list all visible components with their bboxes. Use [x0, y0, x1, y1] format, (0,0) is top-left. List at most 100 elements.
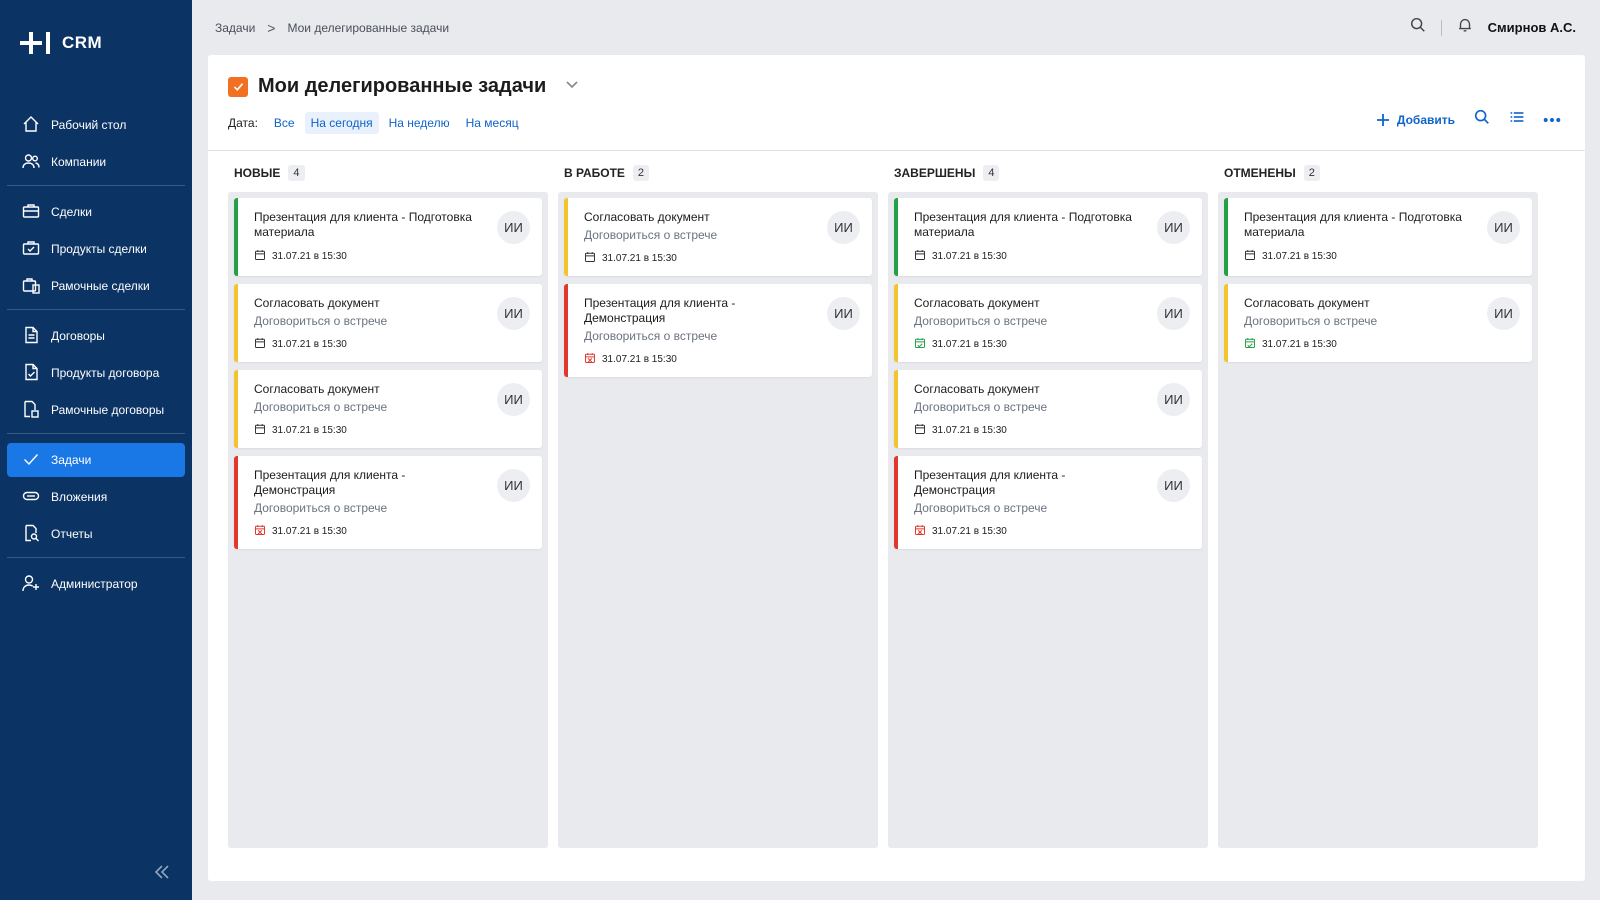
search-tasks-icon[interactable]: [1473, 108, 1491, 131]
search-icon[interactable]: [1409, 16, 1427, 39]
sidebar-item-label: Рамочные сделки: [51, 279, 150, 293]
avatar[interactable]: ИИ: [827, 297, 860, 330]
task-date-text: 31.07.21 в 15:30: [932, 339, 1007, 350]
task-date-text: 31.07.21 в 15:30: [1262, 339, 1337, 350]
sidebar-item-label: Компании: [51, 155, 107, 169]
task-title: Презентация для клиента - Демонстрация: [914, 468, 1066, 497]
sidebar-item-user-plus[interactable]: Администратор: [7, 567, 185, 601]
chevron-down-icon[interactable]: [564, 76, 580, 97]
sidebar-item-briefcase[interactable]: Сделки: [7, 195, 185, 229]
sidebar-item-paperclip[interactable]: Вложения: [7, 480, 185, 514]
task-card[interactable]: Презентация для клиента - Демонстрация До…: [234, 456, 542, 549]
task-subtitle: Договориться о встрече: [254, 501, 388, 515]
task-card[interactable]: Согласовать документ Договориться о встре…: [234, 370, 542, 448]
column-header: Отменены 2: [1218, 163, 1538, 183]
task-title: Презентация для клиента - Подготовка мат…: [1244, 210, 1462, 239]
sidebar-item-document-frame[interactable]: Рамочные договоры: [7, 393, 185, 427]
column-title: Отменены: [1224, 166, 1296, 180]
sidebar-item-label: Вложения: [51, 490, 108, 504]
column-body: Презентация для клиента - Подготовка мат…: [1218, 192, 1538, 848]
bell-icon[interactable]: [1456, 16, 1474, 39]
plus-icon: [1376, 113, 1389, 126]
task-due-date: 31.07.21 в 15:30: [914, 423, 1142, 438]
avatar[interactable]: ИИ: [1487, 211, 1520, 244]
column-count-badge: 4: [983, 165, 1000, 181]
document-icon: [21, 325, 41, 348]
task-title: Презентация для клиента - Демонстрация: [254, 468, 406, 497]
avatar[interactable]: ИИ: [497, 211, 530, 244]
filter-3[interactable]: На месяц: [465, 116, 519, 130]
users-icon: [21, 151, 41, 174]
avatar[interactable]: ИИ: [1157, 211, 1190, 244]
sidebar-item-users[interactable]: Компании: [7, 145, 185, 179]
add-button[interactable]: Добавить: [1375, 112, 1455, 128]
task-card[interactable]: Согласовать документ Договориться о встре…: [894, 284, 1202, 362]
avatar[interactable]: ИИ: [497, 469, 530, 502]
avatar[interactable]: ИИ: [497, 297, 530, 330]
task-card[interactable]: Презентация для клиента - Подготовка мат…: [1224, 198, 1532, 276]
sidebar-item-report-search[interactable]: Отчеты: [7, 517, 185, 551]
filter-1[interactable]: На сегодня: [304, 112, 379, 134]
avatar[interactable]: ИИ: [1157, 383, 1190, 416]
sidebar-item-briefcase-check[interactable]: Продукты сделки: [7, 232, 185, 266]
filter-label: Дата:: [228, 116, 258, 130]
filter-0[interactable]: Все: [273, 116, 295, 130]
task-date-text: 31.07.21 в 15:30: [932, 526, 1007, 537]
calendar-check-icon: [1244, 337, 1256, 352]
task-card[interactable]: Презентация для клиента - Подготовка мат…: [894, 198, 1202, 276]
task-card[interactable]: Согласовать документ Договориться о встре…: [564, 198, 872, 276]
sidebar-item-document[interactable]: Договоры: [7, 319, 185, 353]
more-options-icon[interactable]: [1543, 111, 1561, 129]
task-date-text: 31.07.21 в 15:30: [272, 339, 347, 350]
calendar-icon: [1244, 249, 1256, 264]
task-subtitle: Договориться о встрече: [914, 400, 1048, 414]
sidebar-item-label: Рабочий стол: [51, 118, 127, 132]
title-row: Мои делегированные задачи: [228, 75, 580, 98]
sidebar-item-label: Задачи: [51, 453, 92, 467]
breadcrumb-separator: >: [267, 20, 276, 36]
task-title: Согласовать документ: [1244, 296, 1370, 310]
calendar-icon: [914, 249, 926, 264]
column-count-badge: 2: [632, 165, 650, 181]
task-date-text: 31.07.21 в 15:30: [272, 425, 347, 436]
sidebar-item-home[interactable]: Рабочий стол: [7, 108, 185, 142]
sidebar-item-check[interactable]: Задачи: [7, 443, 185, 477]
task-due-date: 31.07.21 в 15:30: [254, 249, 482, 264]
task-due-date: 31.07.21 в 15:30: [1244, 337, 1472, 352]
task-date-text: 31.07.21 в 15:30: [932, 251, 1007, 262]
filter-2[interactable]: На неделю: [388, 116, 450, 130]
task-date-text: 31.07.21 в 15:30: [272, 251, 347, 262]
avatar[interactable]: ИИ: [497, 383, 530, 416]
breadcrumb-current: Мои делегированные задачи: [287, 21, 450, 35]
task-title: Согласовать документ: [254, 296, 380, 310]
sidebar-item-label: Рамочные договоры: [51, 403, 165, 417]
avatar[interactable]: ИИ: [1157, 297, 1190, 330]
user-name[interactable]: Смирнов А.С.: [1487, 20, 1576, 35]
column-0: Новые 4 Презентация для клиента - Подготов…: [228, 163, 548, 848]
avatar[interactable]: ИИ: [1487, 297, 1520, 330]
task-card[interactable]: Согласовать документ Договориться о встре…: [1224, 284, 1532, 362]
sidebar-item-document-check[interactable]: Продукты договора: [7, 356, 185, 390]
task-due-date: 31.07.21 в 15:30: [254, 423, 482, 438]
collapse-sidebar-icon[interactable]: [152, 862, 172, 882]
task-card[interactable]: Согласовать документ Договориться о встре…: [234, 284, 542, 362]
app-logo[interactable]: CRM: [20, 30, 102, 56]
breadcrumb-parent[interactable]: Задачи: [215, 21, 256, 35]
list-view-icon[interactable]: [1509, 109, 1525, 130]
column-header: Новые 4: [228, 163, 548, 183]
add-button-label: Добавить: [1396, 112, 1455, 127]
task-card[interactable]: Презентация для клиента - Подготовка мат…: [234, 198, 542, 276]
title-check-icon: [228, 76, 248, 97]
task-card[interactable]: Презентация для клиента - Демонстрация До…: [894, 456, 1202, 549]
top-actions: Смирнов А.С.: [1409, 16, 1576, 39]
avatar[interactable]: ИИ: [1157, 469, 1190, 502]
task-date-text: 31.07.21 в 15:30: [602, 253, 677, 264]
column-1: В работе 2 Согласовать документ Договоритьс…: [558, 163, 878, 848]
task-card[interactable]: Презентация для клиента - Демонстрация До…: [564, 284, 872, 377]
avatar[interactable]: ИИ: [827, 211, 860, 244]
logo-text: CRM: [62, 33, 103, 52]
task-subtitle: Договориться о встрече: [584, 329, 718, 343]
task-card[interactable]: Согласовать документ Договориться о встре…: [894, 370, 1202, 448]
sidebar-item-briefcase-doc[interactable]: Рамочные сделки: [7, 269, 185, 303]
calendar-x-icon: [914, 524, 926, 539]
